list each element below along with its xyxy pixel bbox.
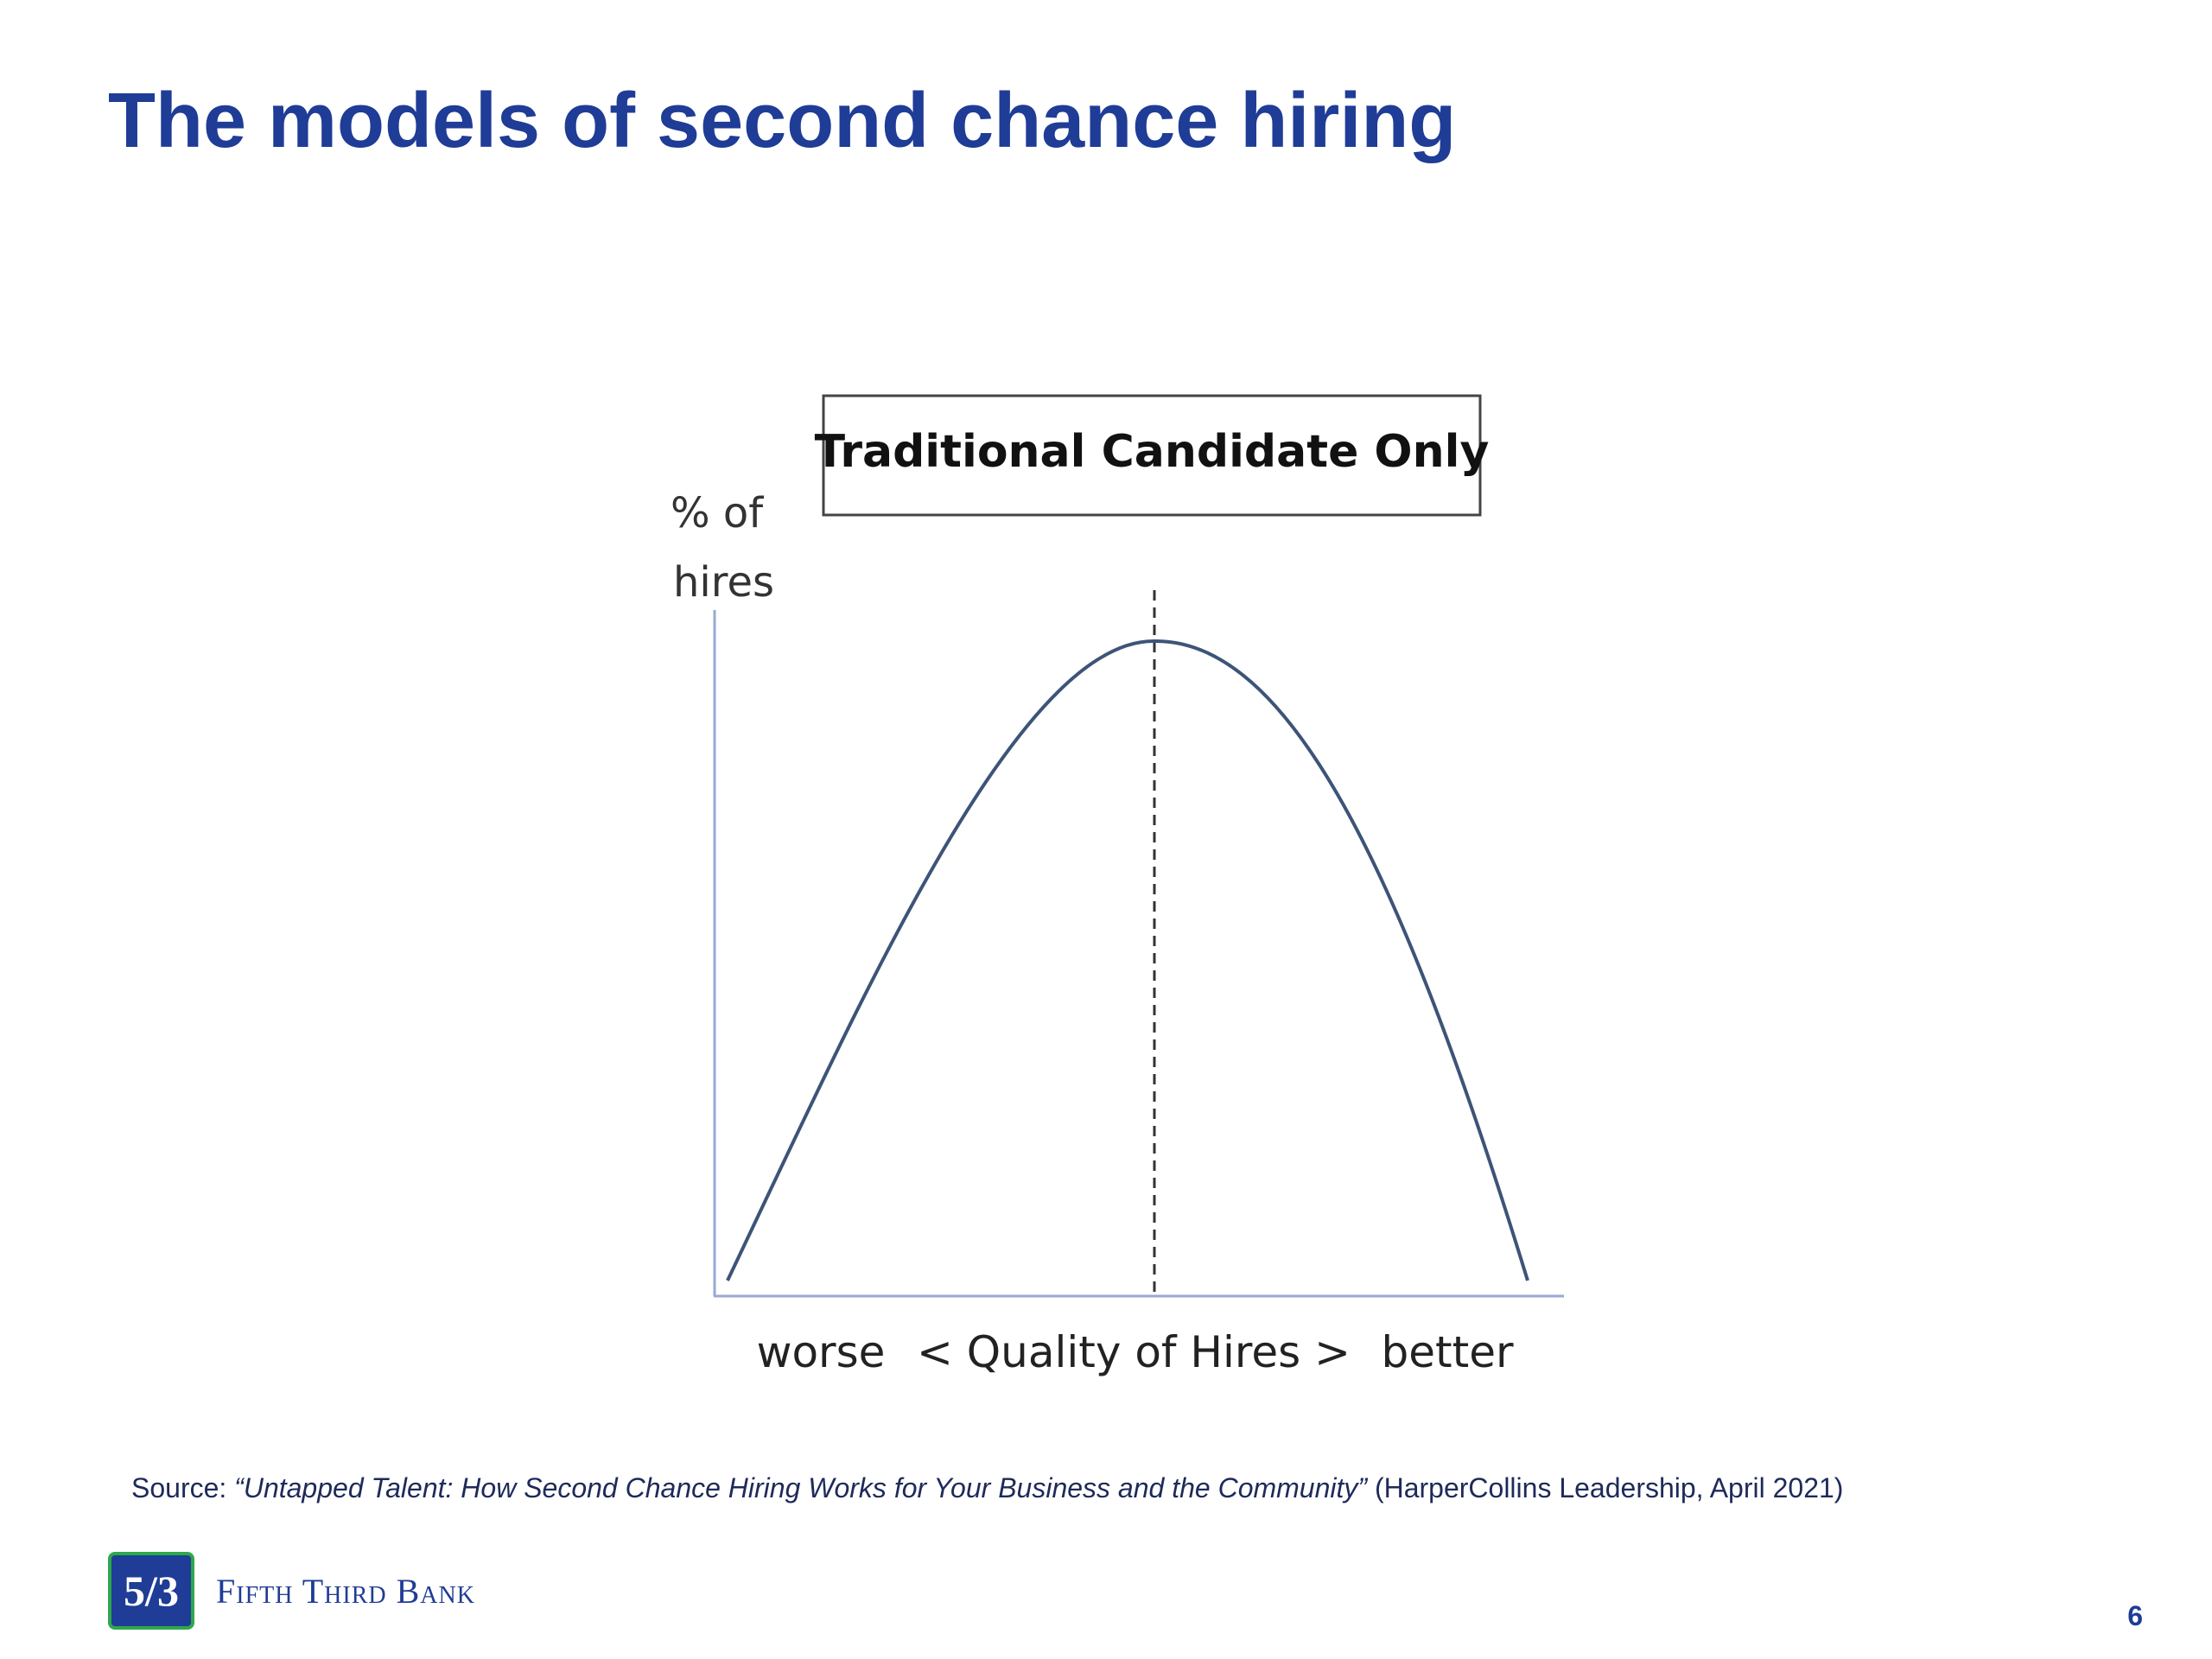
source-publisher: (HarperCollins Leadership, April 2021) <box>1367 1472 1844 1503</box>
bell-curve <box>726 639 1529 1281</box>
y-axis-label-line1: % of <box>671 489 764 537</box>
diagram-heading: Traditional Candidate Only <box>815 426 1490 478</box>
source-prefix: Source: <box>131 1472 235 1503</box>
diagram-heading-box <box>822 394 1482 517</box>
x-axis-label-worse: worse <box>757 1327 886 1377</box>
brand-name: Fifth Third Bank <box>216 1572 475 1611</box>
slide-title: The models of second chance hiring <box>108 78 1457 164</box>
page-number: 6 <box>2127 1600 2143 1631</box>
fifth-third-logo-icon: 5/3 <box>108 1552 194 1630</box>
source-work-title: “Untapped Talent: How Second Chance Hiri… <box>234 1472 1368 1503</box>
x-axis-label-better: better <box>1381 1327 1513 1377</box>
y-axis-label-line2: hires <box>673 558 774 607</box>
logo-glyph: 5/3 <box>124 1567 179 1615</box>
x-axis-label-quality: < Quality of Hires > <box>917 1327 1351 1377</box>
source-citation: Source: “Untapped Talent: How Second Cha… <box>131 1471 1843 1505</box>
